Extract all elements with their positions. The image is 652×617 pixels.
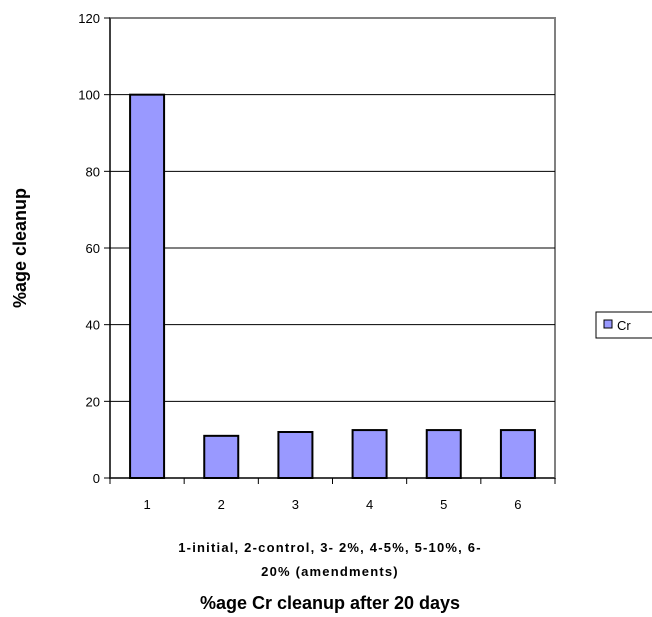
chart-title: %age Cr cleanup after 20 days bbox=[200, 593, 460, 613]
y-tick-labels: 0 20 40 60 80 100 120 bbox=[78, 11, 100, 486]
legend: Cr bbox=[595, 311, 652, 339]
y-tick-label: 120 bbox=[78, 11, 100, 26]
x-tick-label: 6 bbox=[514, 497, 521, 512]
bar-5 bbox=[425, 429, 462, 480]
bar-4 bbox=[351, 429, 388, 480]
y-tick-label: 80 bbox=[86, 164, 100, 179]
y-tick-label: 100 bbox=[78, 88, 100, 103]
legend-swatch bbox=[603, 319, 613, 329]
x-tick-label: 1 bbox=[143, 497, 150, 512]
x-tick-label: 5 bbox=[440, 497, 447, 512]
bar-1 bbox=[129, 93, 166, 480]
y-axis-label: %age cleanup bbox=[10, 188, 30, 308]
legend-label: Cr bbox=[617, 318, 631, 333]
y-tick-label: 20 bbox=[86, 394, 100, 409]
x-tick-label: 3 bbox=[292, 497, 299, 512]
y-tick-label: 0 bbox=[93, 471, 100, 486]
bar-6 bbox=[499, 429, 536, 480]
x-axis-label-line-1: 1-initial, 2-control, 3- 2%, 4-5%, 5-10%… bbox=[178, 540, 481, 555]
gridlines bbox=[110, 94, 555, 402]
axes bbox=[104, 17, 556, 484]
x-tick-label: 2 bbox=[218, 497, 225, 512]
bar-3 bbox=[277, 431, 314, 479]
y-tick-label: 40 bbox=[86, 318, 100, 333]
x-axis-label-line-2: 20% (amendments) bbox=[261, 564, 399, 579]
x-tick-label: 4 bbox=[366, 497, 373, 512]
x-tick-labels: 1 2 3 4 5 6 bbox=[143, 497, 521, 512]
y-tick-label: 60 bbox=[86, 241, 100, 256]
bar-2 bbox=[203, 434, 240, 480]
